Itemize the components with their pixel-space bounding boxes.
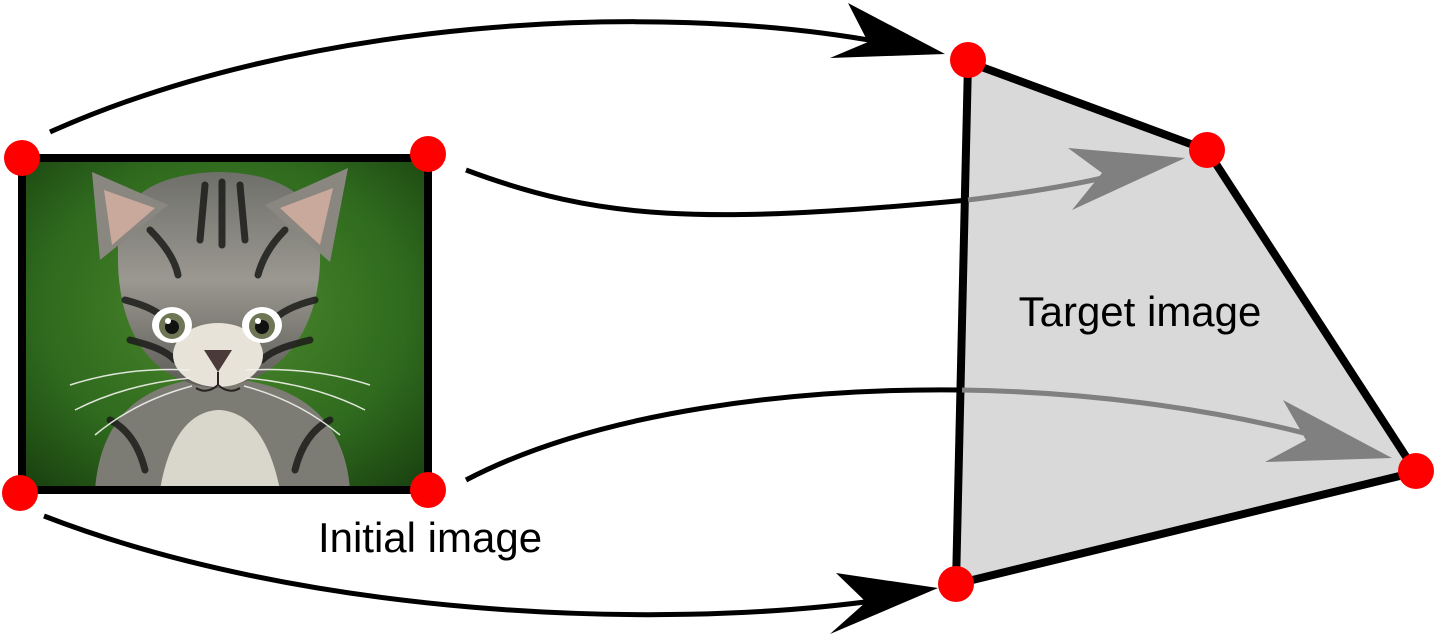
corner-point — [4, 140, 40, 176]
arrowhead — [830, 573, 938, 634]
corner-point — [410, 136, 446, 172]
corner-point — [1398, 453, 1434, 489]
initial-image-frame — [18, 154, 432, 494]
mapping-arrow-bottom-right — [464, 387, 1392, 483]
mapping-arrow-top-right — [465, 148, 1185, 218]
target-corner-points — [938, 42, 1434, 602]
initial-corner-points — [2, 136, 446, 511]
arrowhead — [1265, 400, 1392, 462]
arrowhead — [830, 3, 945, 58]
corner-point — [938, 566, 974, 602]
initial-image-label: Initial image — [318, 514, 542, 561]
corner-point — [410, 472, 446, 508]
mapping-arrow-top-left — [48, 3, 945, 135]
corner-point — [1189, 132, 1225, 168]
mapping-arrow-bottom-left — [43, 513, 938, 634]
kitten-photo — [22, 158, 428, 490]
corner-point — [950, 42, 986, 78]
target-image-label: Target image — [1019, 288, 1262, 335]
corner-point — [2, 475, 38, 511]
arrowhead — [1068, 148, 1185, 210]
